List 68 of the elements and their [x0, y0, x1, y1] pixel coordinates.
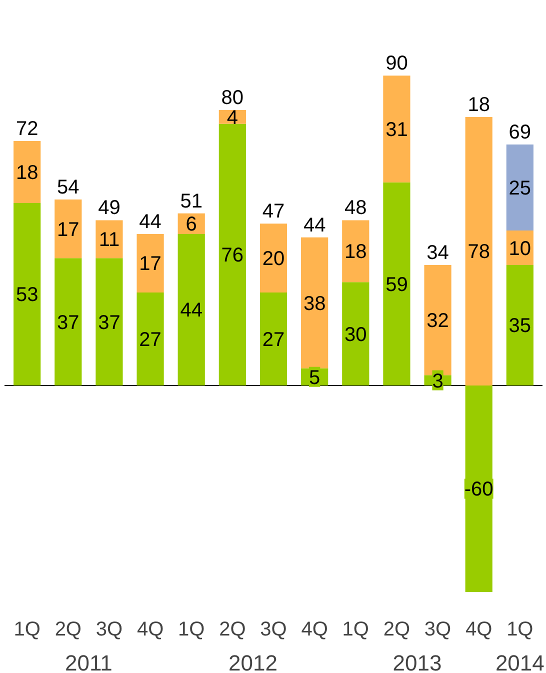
x-tick-label: 4Q	[301, 618, 328, 640]
text: 2013	[392, 650, 442, 673]
x-tick-label: 2Q	[219, 618, 246, 640]
data-label: 44	[180, 300, 202, 322]
data-label: 4	[226, 106, 238, 129]
data-label: 6	[186, 214, 197, 236]
data-label: -60	[464, 478, 494, 501]
data-label: 18	[344, 241, 367, 264]
data-label: 20	[262, 248, 285, 270]
bar	[301, 237, 328, 368]
x-tick-label: 3Q	[424, 618, 452, 640]
total-label: 49	[98, 197, 120, 220]
bar	[383, 76, 410, 182]
data-label: 38	[303, 292, 326, 315]
x-tick-label: 1Q	[14, 618, 40, 640]
total-label: 72	[16, 118, 38, 140]
x-tick-label: 3Q	[260, 618, 287, 640]
data-label: 37	[98, 312, 120, 334]
data-label: 27	[262, 328, 285, 351]
total-label: 47	[262, 200, 285, 223]
data-label: 37	[57, 312, 80, 334]
bar	[383, 182, 410, 386]
total-label: 51	[180, 190, 202, 212]
data-label: 27	[139, 328, 162, 351]
x-tick-label: 2Q	[54, 618, 82, 640]
x-tick-label: 1Q	[178, 618, 205, 640]
total-label: 44	[303, 214, 326, 236]
data-label: 30	[344, 324, 367, 346]
data-label: 59	[386, 274, 408, 296]
x-tick-label: 4Q	[136, 618, 164, 640]
bar	[96, 258, 123, 386]
total-label: 54	[57, 176, 80, 199]
text: 2012	[228, 650, 278, 673]
text: 2011	[65, 650, 112, 673]
data-label: 35	[508, 315, 532, 338]
total-label: 34	[426, 242, 449, 264]
data-label: 53	[16, 284, 38, 306]
total-label: 69	[508, 121, 532, 144]
x-tick-label: 1Q	[342, 618, 369, 640]
data-label: 31	[386, 118, 408, 141]
total-label: 18	[468, 94, 490, 116]
total-label: 44	[139, 210, 162, 233]
bar	[465, 116, 492, 386]
x-tick-label: 1Q	[506, 618, 534, 640]
total-label: 90	[386, 52, 408, 75]
x-tick-label: 3Q	[96, 618, 123, 640]
x-tick-label: 2Q	[383, 618, 410, 640]
total-label: 80	[221, 87, 244, 110]
bar	[506, 264, 534, 386]
total-label: 48	[344, 197, 367, 220]
data-label: 11	[98, 229, 120, 252]
bar	[54, 258, 82, 386]
data-label: 3	[432, 370, 444, 392]
data-label: 32	[426, 310, 449, 332]
data-label: 5	[309, 366, 320, 389]
bar	[218, 124, 246, 386]
data-label: 18	[16, 162, 38, 184]
data-label: 17	[57, 218, 80, 241]
data-label: 25	[508, 178, 532, 200]
bar	[465, 385, 492, 592]
data-label: 78	[468, 241, 490, 264]
text: 2014	[495, 650, 544, 673]
data-label: 10	[508, 238, 532, 260]
data-label: 17	[139, 253, 162, 276]
bar	[178, 234, 205, 386]
bar	[14, 203, 41, 386]
data-label: 76	[221, 244, 244, 267]
x-tick-label: 4Q	[466, 618, 492, 640]
